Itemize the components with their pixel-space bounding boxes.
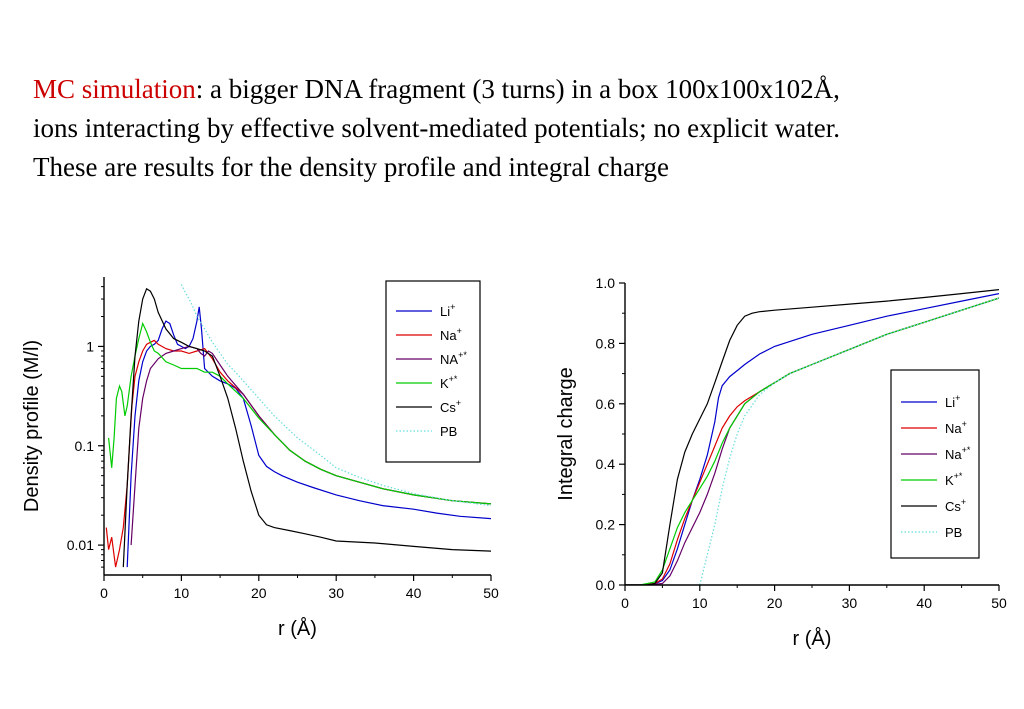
legend-label: Cs+ — [945, 497, 966, 514]
series-line-cs — [122, 287, 491, 568]
chart-2: 0 10 20 30 40 50 0.0 0.2 0.4 0.6 0.8 1.0 r (Å) Integr… — [555, 275, 1007, 650]
legend-box — [890, 369, 980, 559]
series-group — [105, 284, 491, 568]
series-group — [625, 289, 999, 585]
y-tick-label: 1.0 — [596, 275, 616, 291]
y-tick-label: 0.1 — [75, 438, 95, 454]
y-tick-label: 1 — [86, 338, 94, 354]
x-tick-label: 10 — [692, 595, 708, 611]
y-tick-label: 0.8 — [596, 335, 616, 351]
legend-label: PB — [945, 525, 962, 540]
legend-label: PB — [440, 424, 457, 439]
legend: Li+Na+NA+*K+*Cs+PB — [385, 280, 481, 463]
chart-1: 0 10 20 30 40 50 0.01 0.1 1 r (Å) Density profile … — [21, 277, 499, 640]
legend: Li+Na+Na+*K+*Cs+PB — [890, 369, 980, 559]
x-tick-label: 50 — [483, 585, 499, 601]
legend-box — [385, 280, 481, 463]
x-tick-label: 40 — [916, 595, 932, 611]
x-tick-label: 20 — [767, 595, 783, 611]
y-axis-label: Integral charge — [555, 367, 577, 500]
series-line-pb — [180, 284, 491, 507]
x-tick-label: 10 — [174, 585, 190, 601]
headline-highlight: MC simulation — [33, 74, 196, 104]
headline-line1: : a bigger DNA fragment (3 turns) in a b… — [195, 74, 840, 104]
x-tick-label: 50 — [991, 595, 1007, 611]
y-tick-label: 0.2 — [596, 517, 616, 533]
x-tick-label: 40 — [406, 585, 422, 601]
series-line-li — [126, 306, 491, 568]
x-tick-label: 0 — [100, 585, 108, 601]
x-tick-label: 20 — [251, 585, 267, 601]
y-tick-label: 0.01 — [67, 537, 94, 553]
y-axis-label: Density profile (M/l) — [21, 340, 43, 512]
y-tick-label: 0.4 — [596, 456, 616, 472]
legend-label: Cs+ — [440, 398, 461, 415]
legend-label: Na+ — [945, 419, 967, 436]
headline-text: MC simulation: a bigger DNA fragment (3 … — [33, 70, 1013, 187]
y-tick-label: 0.0 — [596, 577, 616, 593]
legend-label: Na+ — [440, 326, 462, 343]
x-tick-label: 30 — [328, 585, 344, 601]
x-axis-label: r (Å) — [278, 617, 317, 640]
headline-line2: ions interacting by effective solvent-me… — [33, 113, 841, 143]
x-axis-label: r (Å) — [793, 627, 832, 650]
x-tick-label: 0 — [621, 595, 629, 611]
series-line-k-star — [108, 321, 491, 505]
series-line-cs — [625, 289, 999, 585]
headline-line3: These are results for the density profil… — [33, 152, 670, 182]
series-line-li — [625, 293, 999, 585]
y-tick-label: 0.6 — [596, 396, 616, 412]
x-tick-label: 30 — [842, 595, 858, 611]
